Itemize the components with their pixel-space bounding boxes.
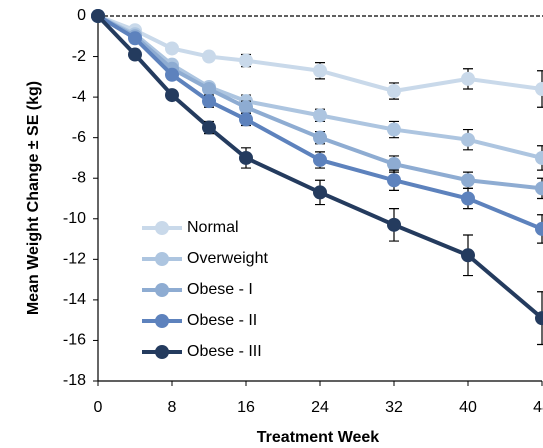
marker	[165, 41, 179, 56]
marker	[313, 63, 327, 78]
legend-marker	[155, 283, 169, 297]
marker	[461, 71, 475, 86]
y-tick-label: -18	[63, 372, 86, 389]
marker	[387, 122, 401, 137]
legend-marker	[155, 314, 169, 328]
marker	[387, 157, 401, 172]
y-tick-label: -2	[72, 48, 86, 65]
x-tick-label: 32	[385, 399, 403, 416]
x-axis-label: Treatment Week	[257, 429, 380, 446]
marker	[239, 112, 253, 127]
y-tick-label: -10	[63, 210, 86, 227]
marker	[128, 47, 142, 62]
marker	[535, 221, 543, 236]
marker	[461, 191, 475, 206]
y-tick-label: -16	[63, 332, 86, 349]
marker	[387, 173, 401, 188]
legend-label: Obese - II	[187, 312, 257, 329]
marker	[128, 31, 142, 46]
marker	[202, 94, 216, 109]
x-tick-label: 48	[533, 399, 543, 416]
marker	[313, 185, 327, 200]
series-line	[97, 14, 543, 94]
marker	[461, 248, 475, 263]
marker	[91, 9, 105, 23]
marker	[202, 120, 216, 135]
y-tick-label: -12	[63, 251, 86, 268]
legend-marker	[155, 345, 169, 359]
legend-label: Obese - III	[187, 343, 262, 360]
x-tick-label: 0	[94, 399, 103, 416]
marker	[239, 150, 253, 165]
legend-marker	[155, 252, 169, 266]
marker	[165, 67, 179, 82]
marker	[165, 88, 179, 103]
x-tick-label: 40	[459, 399, 477, 416]
marker	[535, 311, 543, 326]
marker	[313, 108, 327, 123]
x-tick-label: 8	[168, 399, 177, 416]
y-tick-label: -6	[72, 129, 86, 146]
marker	[461, 132, 475, 147]
marker	[387, 217, 401, 232]
marker	[239, 53, 253, 68]
legend-label: Normal	[187, 219, 239, 236]
marker	[535, 150, 543, 165]
marker	[239, 100, 253, 115]
legend-label: Obese - I	[187, 281, 253, 298]
marker	[313, 152, 327, 167]
marker	[535, 181, 543, 196]
legend-marker	[155, 221, 169, 235]
legend-label: Overweight	[187, 250, 268, 267]
marker	[202, 82, 216, 96]
y-tick-label: -4	[72, 88, 86, 105]
x-tick-label: 16	[237, 399, 255, 416]
y-axis-label: Mean Weight Change ± SE (kg)	[25, 81, 42, 315]
y-tick-label: -8	[72, 169, 86, 186]
marker	[535, 82, 543, 96]
x-tick-label: 24	[311, 399, 329, 416]
y-tick-label: -14	[63, 291, 86, 308]
marker	[202, 49, 216, 64]
marker	[461, 173, 475, 188]
y-tick-label: 0	[77, 7, 86, 24]
marker	[313, 130, 327, 145]
marker	[387, 84, 401, 99]
